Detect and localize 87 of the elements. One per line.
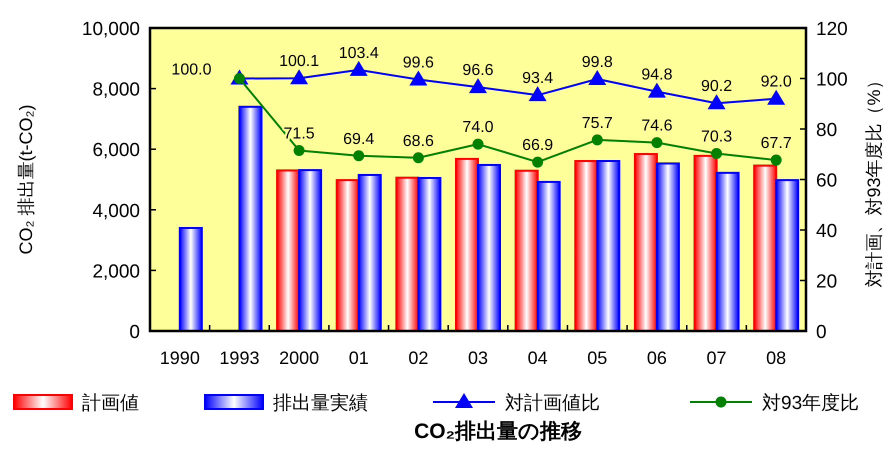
point: [350, 60, 368, 76]
point: [409, 70, 428, 86]
data-label: 99.8: [582, 54, 613, 72]
text: CO₂排出量の推移: [414, 420, 582, 443]
bar: [694, 154, 718, 332]
data-label: 96.6: [462, 62, 494, 80]
x-tick-label: 1990: [160, 348, 200, 368]
data-label: 92.0: [760, 74, 792, 91]
data-label: 93.4: [522, 70, 554, 88]
y2-tick-label: 20: [816, 272, 838, 292]
y2-tick-label: 60: [816, 170, 838, 192]
x-tick-label: 2000: [279, 348, 320, 368]
legend-label: 対93年度比: [762, 392, 860, 414]
data-label: 100.0: [171, 62, 212, 78]
data-label: 68.6: [402, 132, 434, 150]
x-tick-label: 03: [468, 348, 488, 368]
bar: [336, 179, 360, 332]
y2-tick-label: 0: [816, 322, 827, 343]
y-tick-label: 2,000: [92, 261, 140, 282]
bar: [634, 153, 658, 332]
x-tick-label: 07: [706, 348, 727, 368]
bar: [238, 106, 262, 332]
bar: [716, 172, 740, 332]
point: [528, 86, 547, 102]
data-label: 74.6: [641, 118, 673, 135]
x-tick-label: 01: [348, 348, 369, 368]
y-axis-title: CO₂ 排出量(t-CO₂): [16, 104, 36, 254]
bar: [178, 226, 203, 332]
y2-tick-label: 120: [816, 19, 848, 40]
point: [469, 78, 487, 94]
legend-label: 計画値: [82, 393, 139, 414]
legend-label: 排出量実績: [273, 392, 368, 414]
x-tick-label: 06: [646, 348, 667, 368]
data-label: 74.0: [462, 119, 494, 136]
y-tick-label: 8,000: [92, 80, 140, 101]
y-tick-label: 6,000: [92, 140, 140, 162]
data-label: 94.8: [641, 66, 673, 84]
bar: [753, 164, 778, 332]
y-tick-label: 4,000: [92, 200, 140, 222]
point: [588, 70, 606, 86]
point: [472, 138, 484, 150]
point: [353, 150, 364, 162]
point: [651, 137, 662, 148]
data-label: 70.3: [700, 128, 732, 146]
y2-tick-label: 40: [816, 221, 838, 242]
data-label: 90.2: [700, 78, 732, 96]
point: [592, 134, 603, 146]
point: [711, 148, 722, 159]
data-label: 66.9: [522, 137, 554, 154]
data-label: 75.7: [582, 114, 613, 132]
bar: [276, 169, 300, 332]
data-label: 69.4: [343, 130, 374, 148]
point: [648, 82, 666, 98]
data-label: 103.4: [338, 44, 379, 62]
data-label: 67.7: [760, 135, 792, 152]
data-label: 99.6: [402, 54, 434, 72]
bar: [656, 162, 680, 332]
bar: [298, 169, 322, 332]
bar: [417, 176, 442, 332]
x-tick-label: 04: [528, 348, 548, 368]
data-label: 100.1: [279, 53, 320, 70]
point: [294, 144, 305, 156]
bar: [574, 160, 598, 332]
y-tick-label: 10,000: [82, 19, 140, 40]
bar: [596, 160, 620, 332]
y2-tick-label: 100: [816, 70, 848, 90]
point: [290, 69, 308, 84]
point: [412, 152, 424, 164]
bar: [477, 164, 501, 332]
x-tick-label: 1993: [219, 348, 260, 368]
point: [767, 90, 786, 105]
x-tick-label: 02: [408, 348, 428, 368]
y2-tick-label: 80: [816, 120, 838, 141]
y2-axis-title: 対計画、対93年度比（%）: [864, 71, 884, 288]
bar: [514, 170, 539, 332]
bar: [455, 158, 479, 332]
legend-label: 対計画値比: [505, 392, 600, 414]
bar: [775, 179, 800, 332]
bar: [395, 176, 420, 332]
point: [532, 156, 544, 168]
x-tick-label: 05: [587, 348, 608, 368]
y-tick-label: 0: [129, 322, 140, 343]
point: [770, 154, 782, 166]
bar: [358, 174, 382, 332]
x-tick-label: 08: [766, 348, 786, 368]
bar: [536, 180, 561, 332]
point: [708, 94, 726, 110]
